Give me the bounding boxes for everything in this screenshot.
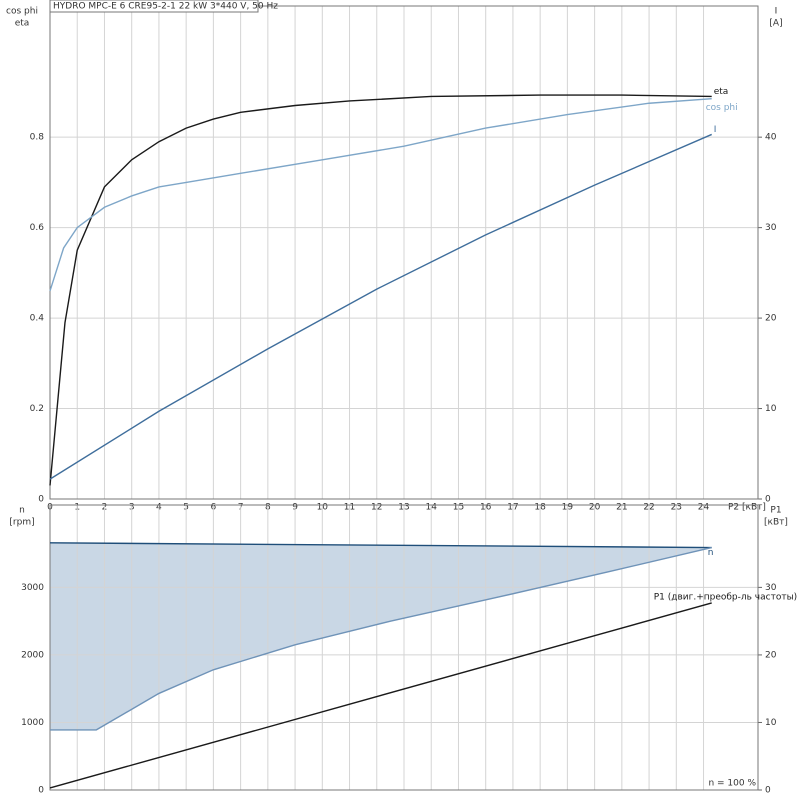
series-line (49, 98, 712, 292)
area-fill (50, 542, 712, 730)
y2-tick-label: 20 (765, 314, 777, 324)
x-axis-label: P2 [кВт] (728, 503, 766, 513)
y2-axis-label: I (775, 7, 778, 17)
series-label: I (714, 125, 717, 135)
y-tick-label: 0 (38, 786, 44, 796)
y-tick-label: 0 (38, 495, 44, 505)
y-tick-label: 0.8 (30, 133, 45, 143)
series-line (50, 546, 712, 731)
y2-axis-label: [кВт] (764, 518, 788, 528)
y-axis-label: eta (15, 19, 30, 29)
y-tick-label: 3000 (21, 583, 44, 593)
y2-tick-label: 30 (765, 223, 777, 233)
y2-axis-label: P1 (770, 506, 781, 516)
y2-tick-label: 0 (765, 786, 771, 796)
y2-tick-label: 20 (765, 650, 777, 660)
plot-frame (49, 504, 759, 791)
y-tick-label: 0.6 (30, 223, 45, 233)
y-tick-label: 0.2 (30, 404, 44, 414)
y-tick-label: 1000 (21, 718, 44, 728)
series-label: eta (714, 87, 729, 97)
plot-frame (49, 5, 759, 500)
series-label: n (708, 548, 714, 558)
chart-title: HYDRO MPC-E 6 CRE95-2-1 22 kW 3*440 V, 5… (53, 2, 278, 12)
series-label: P1 (двиг.+преобр-ль частоты) (654, 592, 798, 602)
series-label: cos phi (706, 103, 738, 113)
series-line (49, 133, 712, 480)
y2-tick-label: 10 (765, 718, 777, 728)
y2-tick-label: 10 (765, 404, 777, 414)
series-line (49, 602, 712, 789)
y2-tick-label: 0 (765, 495, 771, 505)
title-box (49, 0, 259, 13)
series-line (49, 94, 712, 486)
y-tick-label: 2000 (21, 650, 44, 660)
y-axis-label: [rpm] (9, 518, 34, 528)
y2-axis-label: [A] (769, 19, 782, 29)
y2-tick-label: 30 (765, 583, 777, 593)
annotation: n = 100 % (708, 779, 756, 789)
y2-tick-label: 40 (765, 133, 777, 143)
y-tick-label: 0.4 (30, 314, 45, 324)
y-axis-label: cos phi (6, 7, 38, 17)
series-line (49, 542, 712, 549)
y-axis-label: n (19, 506, 25, 516)
